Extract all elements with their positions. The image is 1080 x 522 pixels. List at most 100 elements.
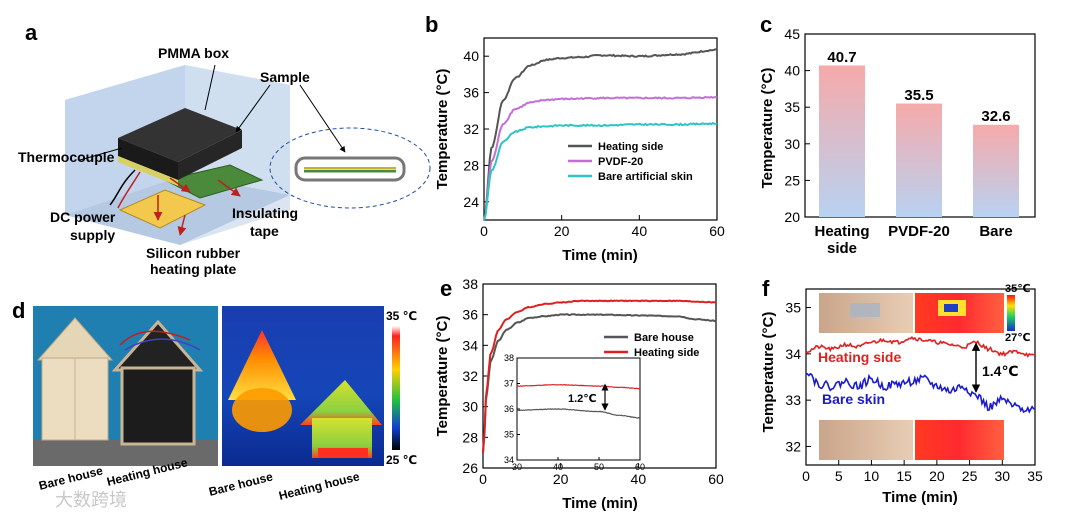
legend-e-heating: Heating side bbox=[634, 347, 699, 359]
panel-c-cat2: PVDF-20 bbox=[888, 223, 950, 240]
panel-e-ytick-label: 32 bbox=[462, 368, 478, 384]
heating-wire-1 bbox=[119, 330, 191, 346]
label-supply: supply bbox=[70, 227, 115, 243]
panel-c-ticks: 20 25 30 35 40 45 bbox=[784, 26, 810, 225]
inset-series-bare-house bbox=[517, 408, 641, 419]
ir-heating-house-roof bbox=[300, 380, 382, 425]
panel-e-inset-ytick-label: 35 bbox=[504, 430, 514, 440]
panel-b: b 0 20 40 60 24 28 32 36 40 Temperature (°C) Tim… bbox=[425, 12, 725, 264]
panel-e-ytick-label: 36 bbox=[462, 307, 478, 323]
panel-f-frame bbox=[805, 288, 1036, 466]
panel-e-xtick-label: 60 bbox=[708, 471, 724, 487]
panel-e-xtick-label: 20 bbox=[553, 471, 569, 487]
panel-c-ytick-label: 40 bbox=[784, 63, 800, 79]
panel-d: d 35 ℃ 25 ℃ Bare house Heating house Bar… bbox=[12, 298, 417, 503]
panel-e-ylabel: Temperature (°C) bbox=[434, 316, 451, 437]
series-e-heating-side bbox=[482, 299, 717, 453]
label-f-bare-skin: Bare skin bbox=[822, 391, 885, 407]
panel-b-xtick-label: 60 bbox=[709, 223, 725, 239]
panel-e-ytick-label: 38 bbox=[462, 276, 478, 292]
panel-c-ylabel: Temperature (°C) bbox=[759, 68, 776, 189]
leader-thermocouple bbox=[79, 147, 123, 161]
f-diff-label: 1.4℃ bbox=[982, 363, 1018, 379]
series-f-bare-skin bbox=[805, 372, 1036, 414]
panel-f-series bbox=[805, 335, 1036, 414]
ir-heating-plate bbox=[318, 448, 368, 458]
label-d-bare-house-2: Bare house bbox=[207, 469, 274, 498]
inset-series-heating-side bbox=[516, 383, 641, 390]
panel-c-val3: 32.6 bbox=[981, 108, 1010, 125]
heating-plate bbox=[118, 189, 207, 229]
panel-e-xtick-label: 40 bbox=[631, 471, 647, 487]
legend-b-bare: Bare artificial skin bbox=[598, 171, 693, 183]
panel-f-xtick-label: 30 bbox=[994, 468, 1010, 484]
watermark: 大数跨境 bbox=[55, 490, 127, 510]
panel-b-frame bbox=[483, 37, 718, 221]
sample-block-top bbox=[118, 108, 242, 162]
panel-c-ytick-label: 45 bbox=[784, 26, 800, 42]
ir-scale-min: 25 ℃ bbox=[386, 453, 417, 467]
ir-f-color-scale bbox=[1007, 295, 1015, 331]
label-sample: Sample bbox=[260, 69, 310, 85]
heat-arrow-4 bbox=[177, 214, 187, 236]
panel-e-inset-ytick-label: 34 bbox=[504, 455, 514, 465]
label-pmma-box: PMMA box bbox=[158, 45, 229, 61]
panel-e-inset-ytick-label: 38 bbox=[504, 353, 514, 363]
panel-c-ytick-label: 25 bbox=[784, 172, 800, 188]
series-b-bare-artificial-skin bbox=[483, 121, 718, 221]
legend-b-pvdf: PVDF-20 bbox=[598, 156, 643, 168]
panel-f-letter: f bbox=[762, 276, 770, 301]
heat-arrow-1 bbox=[169, 177, 191, 193]
bar-pvdf-20 bbox=[896, 103, 942, 217]
panel-b-xlabel: Time (min) bbox=[562, 247, 638, 264]
panel-c-cat1-line1: Heating bbox=[814, 223, 869, 240]
ir-f-scale-min: 27℃ bbox=[1005, 332, 1031, 344]
panel-f-xtick-label: 10 bbox=[864, 468, 880, 484]
panel-b-ytick-label: 28 bbox=[463, 157, 479, 173]
leader-sample bbox=[235, 84, 271, 133]
label-d-heating-house-2: Heating house bbox=[277, 469, 361, 503]
panel-e-inset bbox=[516, 357, 641, 461]
panel-a-letter: a bbox=[25, 20, 38, 45]
panel-f-ytick-label: 34 bbox=[785, 346, 801, 362]
panel-d-letter: d bbox=[12, 298, 25, 323]
panel-e-ytick-label: 34 bbox=[462, 337, 478, 353]
panel-b-series bbox=[483, 48, 718, 221]
panel-e-xtick-label: 0 bbox=[479, 471, 487, 487]
panel-c-ytick-label: 30 bbox=[784, 136, 800, 152]
panel-f-ytick-label: 35 bbox=[785, 300, 801, 316]
ir-color-scale bbox=[392, 326, 400, 450]
panel-b-ticks: 0 20 40 60 24 28 32 36 40 bbox=[463, 48, 725, 239]
leader-pmma bbox=[204, 64, 216, 111]
panel-c-bars bbox=[819, 65, 1019, 217]
panel-c-cat1-line2: side bbox=[827, 240, 857, 257]
ir-f-scale-max: 35℃ bbox=[1005, 283, 1031, 295]
panel-f-xtick-label: 5 bbox=[835, 468, 843, 484]
panel-b-ytick-label: 36 bbox=[463, 85, 479, 101]
panel-c-letter: c bbox=[760, 12, 772, 37]
panel-a: a PMMA box Sample Therm bbox=[18, 20, 431, 277]
sample-layer bbox=[118, 156, 178, 186]
panel-e-inset-ytick-label: 36 bbox=[504, 404, 514, 414]
panel-e-inset-xtick-label: 60 bbox=[635, 462, 645, 472]
panel-e-inset-series bbox=[516, 383, 641, 419]
zoom-ellipse bbox=[269, 127, 431, 209]
panel-e-xlabel: Time (min) bbox=[562, 495, 638, 512]
panel-c-cat3: Bare bbox=[979, 223, 1012, 240]
photo-sample-patch bbox=[850, 303, 880, 317]
panel-f-xtick-label: 15 bbox=[896, 468, 912, 484]
series-b-heating-side bbox=[483, 48, 718, 221]
legend-b-heating: Heating side bbox=[598, 141, 663, 153]
panel-e-inset-ytick-label: 37 bbox=[504, 379, 514, 389]
ir-scale-max: 35 ℃ bbox=[386, 309, 417, 323]
panel-f-xtick-label: 0 bbox=[802, 468, 810, 484]
bar-bare bbox=[973, 124, 1019, 217]
panel-b-xtick-label: 20 bbox=[554, 223, 570, 239]
heat-arrow-3 bbox=[217, 179, 241, 197]
panel-c-ytick-label: 20 bbox=[784, 209, 800, 225]
panel-c-val1: 40.7 bbox=[827, 49, 856, 66]
panel-f-ticks: 0 5 10 15 20 25 30 35 32 33 34 35 bbox=[785, 300, 1043, 484]
leader-zoom bbox=[299, 84, 346, 153]
